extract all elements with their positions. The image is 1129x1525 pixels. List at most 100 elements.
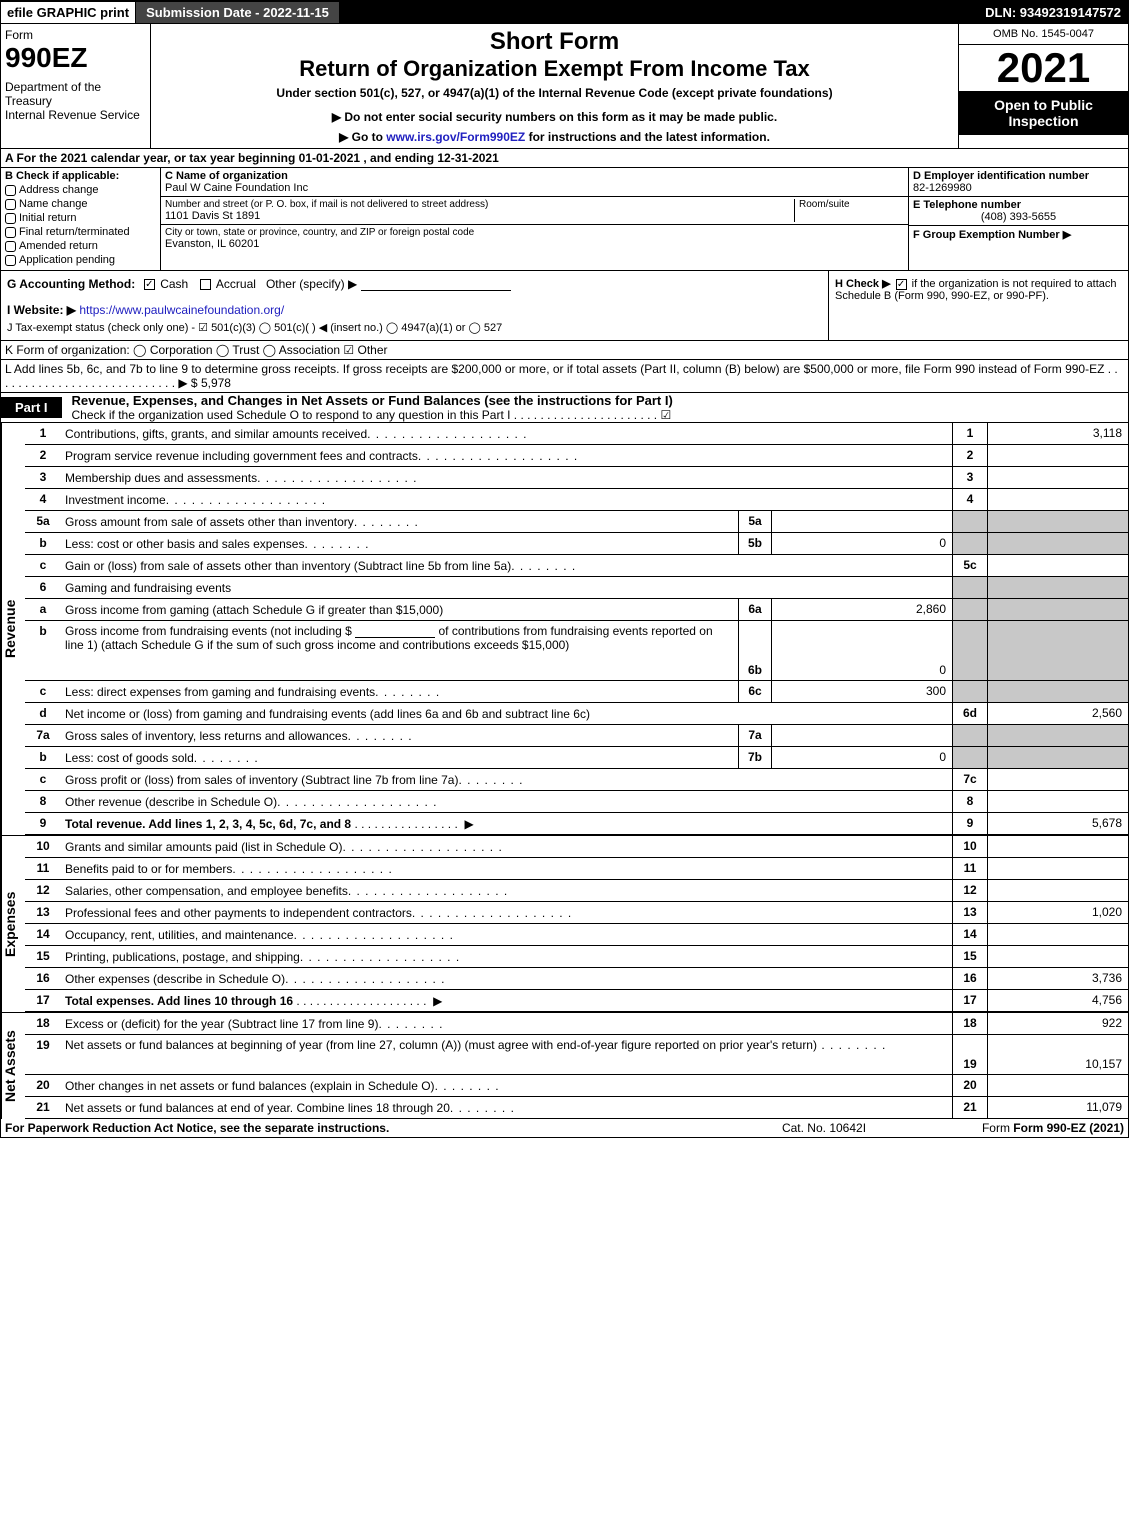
col-g: G Accounting Method: Cash Accrual Other …: [1, 271, 828, 340]
row-l: L Add lines 5b, 6c, and 7b to line 9 to …: [0, 360, 1129, 393]
check-name-change[interactable]: Name change: [5, 198, 156, 210]
line-desc: Investment income: [61, 489, 952, 510]
sub-amt: 2,860: [772, 599, 952, 620]
ein-row: D Employer identification number 82-1269…: [909, 168, 1128, 197]
grey-cell: [952, 725, 988, 746]
contrib-underline[interactable]: [355, 624, 435, 638]
line-desc: Other expenses (describe in Schedule O): [61, 968, 952, 989]
i-label: I Website: ▶: [7, 303, 76, 317]
sub-amt: 0: [772, 533, 952, 554]
line-amt: 3,736: [988, 968, 1128, 989]
side-expenses: Expenses: [1, 836, 25, 1012]
check-amended-return[interactable]: Amended return: [5, 240, 156, 252]
line-num: 18: [25, 1013, 61, 1034]
line-desc: Net income or (loss) from gaming and fun…: [61, 703, 952, 724]
checkbox-icon[interactable]: [5, 185, 16, 196]
grey-cell: [952, 681, 988, 702]
line-num: c: [25, 681, 61, 702]
check-address-change[interactable]: Address change: [5, 184, 156, 196]
line-desc: Printing, publications, postage, and shi…: [61, 946, 952, 967]
city-row: City or town, state or province, country…: [161, 225, 908, 252]
grey-cell: [952, 533, 988, 554]
grey-cell: [988, 747, 1128, 768]
line-6c: c Less: direct expenses from gaming and …: [25, 681, 1128, 703]
line-19: 19 Net assets or fund balances at beginn…: [25, 1035, 1128, 1075]
line-num: 8: [25, 791, 61, 812]
line-amt: [988, 791, 1128, 812]
form-number: 990EZ: [5, 42, 146, 74]
check-initial-return[interactable]: Initial return: [5, 212, 156, 224]
grey-cell: [952, 511, 988, 532]
checkbox-icon[interactable]: [5, 199, 16, 210]
line-num: 17: [25, 990, 61, 1011]
check-label: Initial return: [19, 212, 76, 224]
col-b-title: B Check if applicable:: [5, 170, 156, 182]
line-desc: Grants and similar amounts paid (list in…: [61, 836, 952, 857]
sub-amt: 300: [772, 681, 952, 702]
grey-cell: [988, 533, 1128, 554]
grey-cell: [952, 599, 988, 620]
line-rn: 14: [952, 924, 988, 945]
col-d: D Employer identification number 82-1269…: [908, 168, 1128, 270]
check-final-return[interactable]: Final return/terminated: [5, 226, 156, 238]
checkbox-icon[interactable]: [5, 227, 16, 238]
checkbox-icon[interactable]: [5, 241, 16, 252]
line-amt: [988, 836, 1128, 857]
row-g: G Accounting Method: Cash Accrual Other …: [7, 277, 822, 291]
room-suite: Room/suite: [794, 199, 904, 222]
line-amt: 2,560: [988, 703, 1128, 724]
cash-label: Cash: [160, 277, 188, 291]
line-num: b: [25, 621, 61, 680]
line-num: 13: [25, 902, 61, 923]
other-specify-line[interactable]: [361, 277, 511, 291]
line-5a: 5a Gross amount from sale of assets othe…: [25, 511, 1128, 533]
line-16: 16 Other expenses (describe in Schedule …: [25, 968, 1128, 990]
line-9: 9 Total revenue. Add lines 1, 2, 3, 4, 5…: [25, 813, 1128, 835]
line-rn: 17: [952, 990, 988, 1011]
checkbox-accrual[interactable]: [200, 279, 211, 290]
line-num: 5a: [25, 511, 61, 532]
other-label: Other (specify) ▶: [266, 277, 357, 291]
tel-row: E Telephone number (408) 393-5655: [909, 197, 1128, 226]
line-desc: Gain or (loss) from sale of assets other…: [61, 555, 952, 576]
line-rn: 20: [952, 1075, 988, 1096]
goto-link[interactable]: www.irs.gov/Form990EZ: [386, 130, 525, 144]
form-word: Form: [5, 28, 146, 42]
line-rn: 7c: [952, 769, 988, 790]
line-desc: Other changes in net assets or fund bala…: [61, 1075, 952, 1096]
line-14: 14 Occupancy, rent, utilities, and maint…: [25, 924, 1128, 946]
line-num: 3: [25, 467, 61, 488]
check-application-pending[interactable]: Application pending: [5, 254, 156, 266]
line-amt: [988, 555, 1128, 576]
checkbox-icon[interactable]: [5, 255, 16, 266]
street-row: Number and street (or P. O. box, if mail…: [161, 197, 908, 225]
line-amt: 4,756: [988, 990, 1128, 1011]
line-rn: 21: [952, 1097, 988, 1118]
line-amt: [988, 1075, 1128, 1096]
side-netassets: Net Assets: [1, 1013, 25, 1119]
col-c: C Name of organization Paul W Caine Foun…: [161, 168, 908, 270]
line-desc: Gaming and fundraising events: [61, 577, 952, 598]
open-to-public: Open to Public Inspection: [959, 91, 1128, 135]
line-rn: 16: [952, 968, 988, 989]
line-num: 11: [25, 858, 61, 879]
revenue-table: Revenue 1 Contributions, gifts, grants, …: [0, 423, 1129, 835]
top-bar: efile GRAPHIC print Submission Date - 20…: [0, 0, 1129, 24]
sub-label: 5a: [738, 511, 772, 532]
line-6: 6 Gaming and fundraising events: [25, 577, 1128, 599]
checkbox-cash[interactable]: [144, 279, 155, 290]
efile-label[interactable]: efile GRAPHIC print: [0, 1, 136, 24]
checkbox-icon[interactable]: [5, 213, 16, 224]
short-form-title: Short Form: [155, 28, 954, 56]
line-desc: Gross income from fundraising events (no…: [61, 621, 738, 680]
line-amt: 11,079: [988, 1097, 1128, 1118]
line-desc: Total revenue. Add lines 1, 2, 3, 4, 5c,…: [61, 813, 952, 834]
line-rn: 4: [952, 489, 988, 510]
line-num: b: [25, 533, 61, 554]
line-num: 6: [25, 577, 61, 598]
netassets-table: Net Assets 18 Excess or (deficit) for th…: [0, 1012, 1129, 1119]
checkbox-h[interactable]: [896, 279, 907, 290]
line-rn: 11: [952, 858, 988, 879]
website-link[interactable]: https://www.paulwcainefoundation.org/: [79, 303, 284, 317]
sub-label: 6a: [738, 599, 772, 620]
